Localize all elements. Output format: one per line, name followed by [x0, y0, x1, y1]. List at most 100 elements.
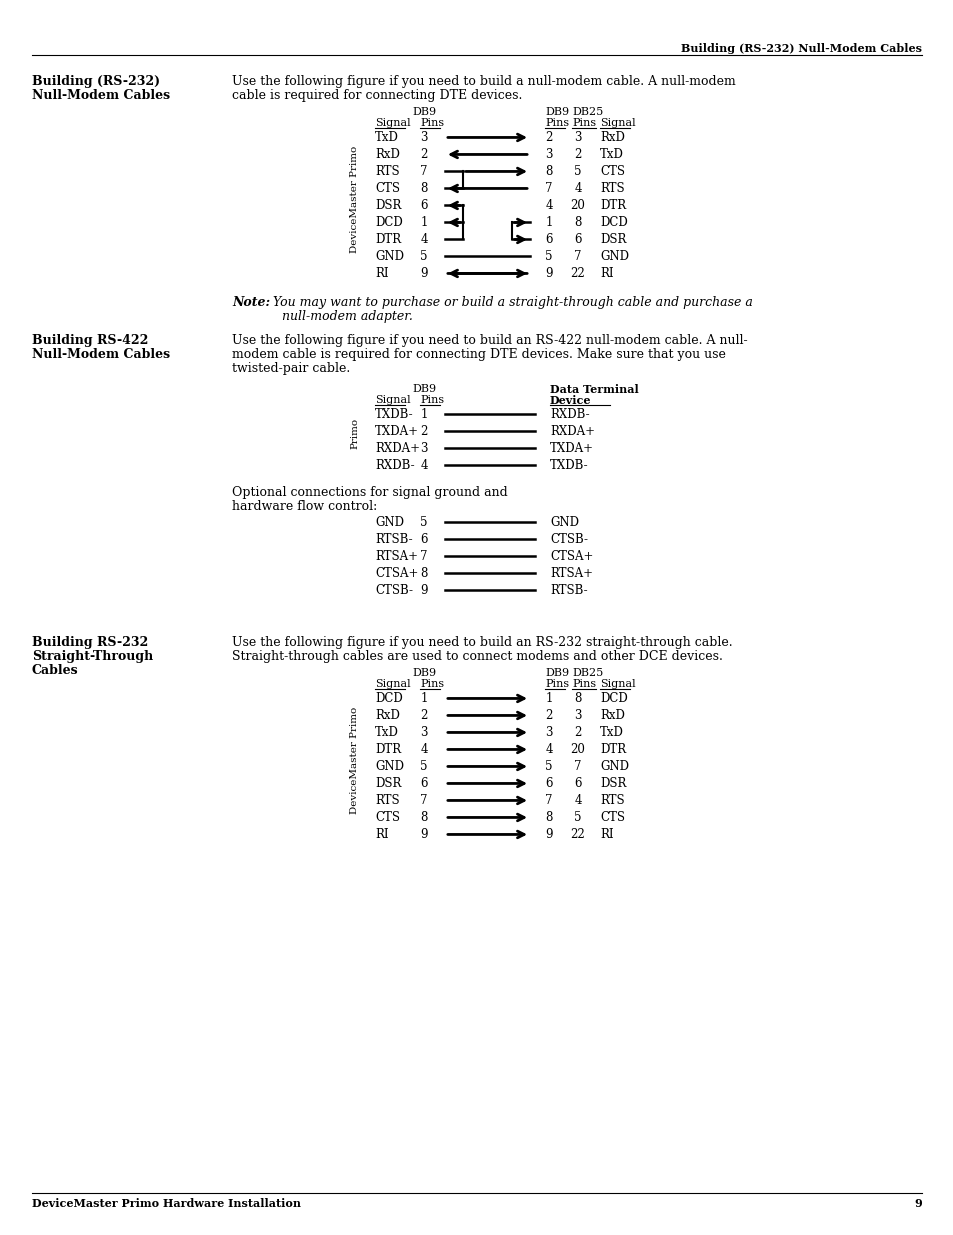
Text: CTSA+: CTSA+: [550, 550, 593, 563]
Text: DB25: DB25: [572, 668, 602, 678]
Text: Signal: Signal: [375, 119, 410, 128]
Text: 7: 7: [420, 550, 427, 563]
Text: 5: 5: [574, 811, 581, 824]
Text: 1: 1: [420, 216, 427, 228]
Text: DeviceMaster Primo Hardware Installation: DeviceMaster Primo Hardware Installation: [32, 1198, 301, 1209]
Text: RI: RI: [599, 827, 613, 841]
Text: 2: 2: [420, 709, 427, 722]
Text: Signal: Signal: [375, 679, 410, 689]
Text: 9: 9: [420, 827, 427, 841]
Text: TXDA+: TXDA+: [375, 425, 418, 438]
Text: Use the following figure if you need to build an RS-422 null-modem cable. A null: Use the following figure if you need to …: [232, 333, 747, 347]
Text: 4: 4: [420, 743, 427, 756]
Text: twisted-pair cable.: twisted-pair cable.: [232, 362, 350, 375]
Text: RTSA+: RTSA+: [550, 567, 593, 580]
Text: 6: 6: [420, 199, 427, 212]
Text: Use the following figure if you need to build an RS-232 straight-through cable.: Use the following figure if you need to …: [232, 636, 732, 650]
Text: Pins: Pins: [419, 395, 444, 405]
Text: 3: 3: [545, 148, 552, 161]
Text: TXDB-: TXDB-: [550, 459, 588, 472]
Text: 8: 8: [545, 811, 552, 824]
Text: GND: GND: [375, 516, 403, 529]
Text: RxD: RxD: [375, 148, 399, 161]
Text: DCD: DCD: [599, 692, 627, 705]
Text: 6: 6: [574, 777, 581, 790]
Text: 8: 8: [545, 165, 552, 178]
Text: Straight-through cables are used to connect modems and other DCE devices.: Straight-through cables are used to conn…: [232, 650, 722, 663]
Text: DSR: DSR: [599, 777, 626, 790]
Text: 3: 3: [420, 726, 427, 739]
Text: 20: 20: [570, 199, 585, 212]
Text: RTSB-: RTSB-: [375, 534, 413, 546]
Text: Note:: Note:: [232, 296, 270, 309]
Text: Building RS-232: Building RS-232: [32, 636, 148, 650]
Text: 1: 1: [545, 692, 552, 705]
Text: 22: 22: [570, 267, 585, 280]
Text: 7: 7: [545, 794, 552, 806]
Text: RXDA+: RXDA+: [375, 442, 419, 454]
Text: 9: 9: [420, 584, 427, 597]
Text: null-modem adapter.: null-modem adapter.: [282, 310, 413, 324]
Text: DB9: DB9: [412, 668, 436, 678]
Text: Signal: Signal: [599, 679, 635, 689]
Text: GND: GND: [375, 760, 403, 773]
Text: Building (RS-232) Null-Modem Cables: Building (RS-232) Null-Modem Cables: [680, 43, 921, 54]
Text: CTS: CTS: [375, 811, 399, 824]
Text: RxD: RxD: [599, 709, 624, 722]
Text: cable is required for connecting DTE devices.: cable is required for connecting DTE dev…: [232, 89, 522, 103]
Text: 5: 5: [420, 760, 427, 773]
Text: 7: 7: [574, 249, 581, 263]
Text: GND: GND: [550, 516, 578, 529]
Text: DB9: DB9: [544, 107, 569, 117]
Text: DeviceMaster Primo: DeviceMaster Primo: [350, 146, 359, 253]
Text: 5: 5: [420, 516, 427, 529]
Text: DCD: DCD: [375, 216, 402, 228]
Text: Cables: Cables: [32, 664, 78, 677]
Text: 6: 6: [420, 777, 427, 790]
Text: 5: 5: [574, 165, 581, 178]
Text: 5: 5: [545, 249, 552, 263]
Text: 3: 3: [420, 442, 427, 454]
Text: 2: 2: [420, 425, 427, 438]
Text: 9: 9: [545, 827, 552, 841]
Text: 4: 4: [574, 794, 581, 806]
Text: modem cable is required for connecting DTE devices. Make sure that you use: modem cable is required for connecting D…: [232, 348, 725, 361]
Text: RxD: RxD: [599, 131, 624, 144]
Text: 9: 9: [545, 267, 552, 280]
Text: GND: GND: [375, 249, 403, 263]
Text: Pins: Pins: [572, 679, 596, 689]
Text: GND: GND: [599, 249, 628, 263]
Text: 3: 3: [574, 131, 581, 144]
Text: You may want to purchase or build a straight-through cable and purchase a: You may want to purchase or build a stra…: [269, 296, 752, 309]
Text: DCD: DCD: [599, 216, 627, 228]
Text: DTR: DTR: [599, 199, 625, 212]
Text: Signal: Signal: [375, 395, 410, 405]
Text: 2: 2: [574, 726, 581, 739]
Text: RTSB-: RTSB-: [550, 584, 587, 597]
Text: Pins: Pins: [544, 119, 569, 128]
Text: 5: 5: [420, 249, 427, 263]
Text: 8: 8: [574, 692, 581, 705]
Text: RTS: RTS: [375, 794, 399, 806]
Text: 4: 4: [574, 182, 581, 195]
Text: DB9: DB9: [412, 384, 436, 394]
Text: 2: 2: [545, 709, 552, 722]
Text: DTR: DTR: [375, 233, 400, 246]
Text: TxD: TxD: [599, 726, 623, 739]
Text: RI: RI: [375, 827, 388, 841]
Text: 4: 4: [545, 199, 552, 212]
Text: Use the following figure if you need to build a null-modem cable. A null-modem: Use the following figure if you need to …: [232, 75, 735, 88]
Text: 2: 2: [574, 148, 581, 161]
Text: Null-Modem Cables: Null-Modem Cables: [32, 348, 170, 361]
Text: DB25: DB25: [572, 107, 602, 117]
Text: 4: 4: [420, 459, 427, 472]
Text: TXDA+: TXDA+: [550, 442, 594, 454]
Text: TXDB-: TXDB-: [375, 408, 414, 421]
Text: 7: 7: [420, 165, 427, 178]
Text: DSR: DSR: [599, 233, 626, 246]
Text: Pins: Pins: [572, 119, 596, 128]
Text: GND: GND: [599, 760, 628, 773]
Text: 2: 2: [545, 131, 552, 144]
Text: hardware flow control:: hardware flow control:: [232, 500, 376, 513]
Text: 7: 7: [420, 794, 427, 806]
